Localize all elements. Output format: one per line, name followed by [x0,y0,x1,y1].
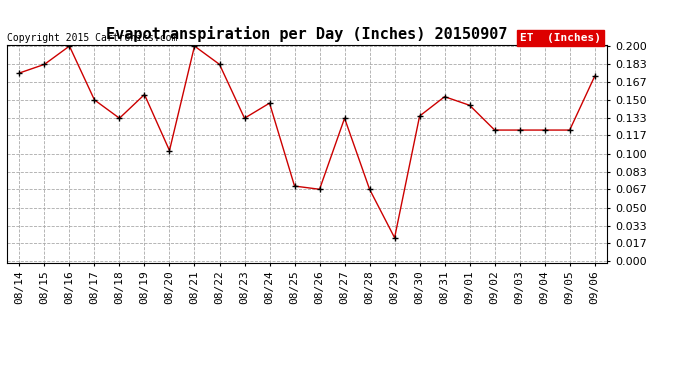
Text: Copyright 2015 Cartronics.com: Copyright 2015 Cartronics.com [7,33,177,43]
Text: ET  (Inches): ET (Inches) [520,33,601,43]
Title: Evapotranspiration per Day (Inches) 20150907: Evapotranspiration per Day (Inches) 2015… [106,27,508,42]
